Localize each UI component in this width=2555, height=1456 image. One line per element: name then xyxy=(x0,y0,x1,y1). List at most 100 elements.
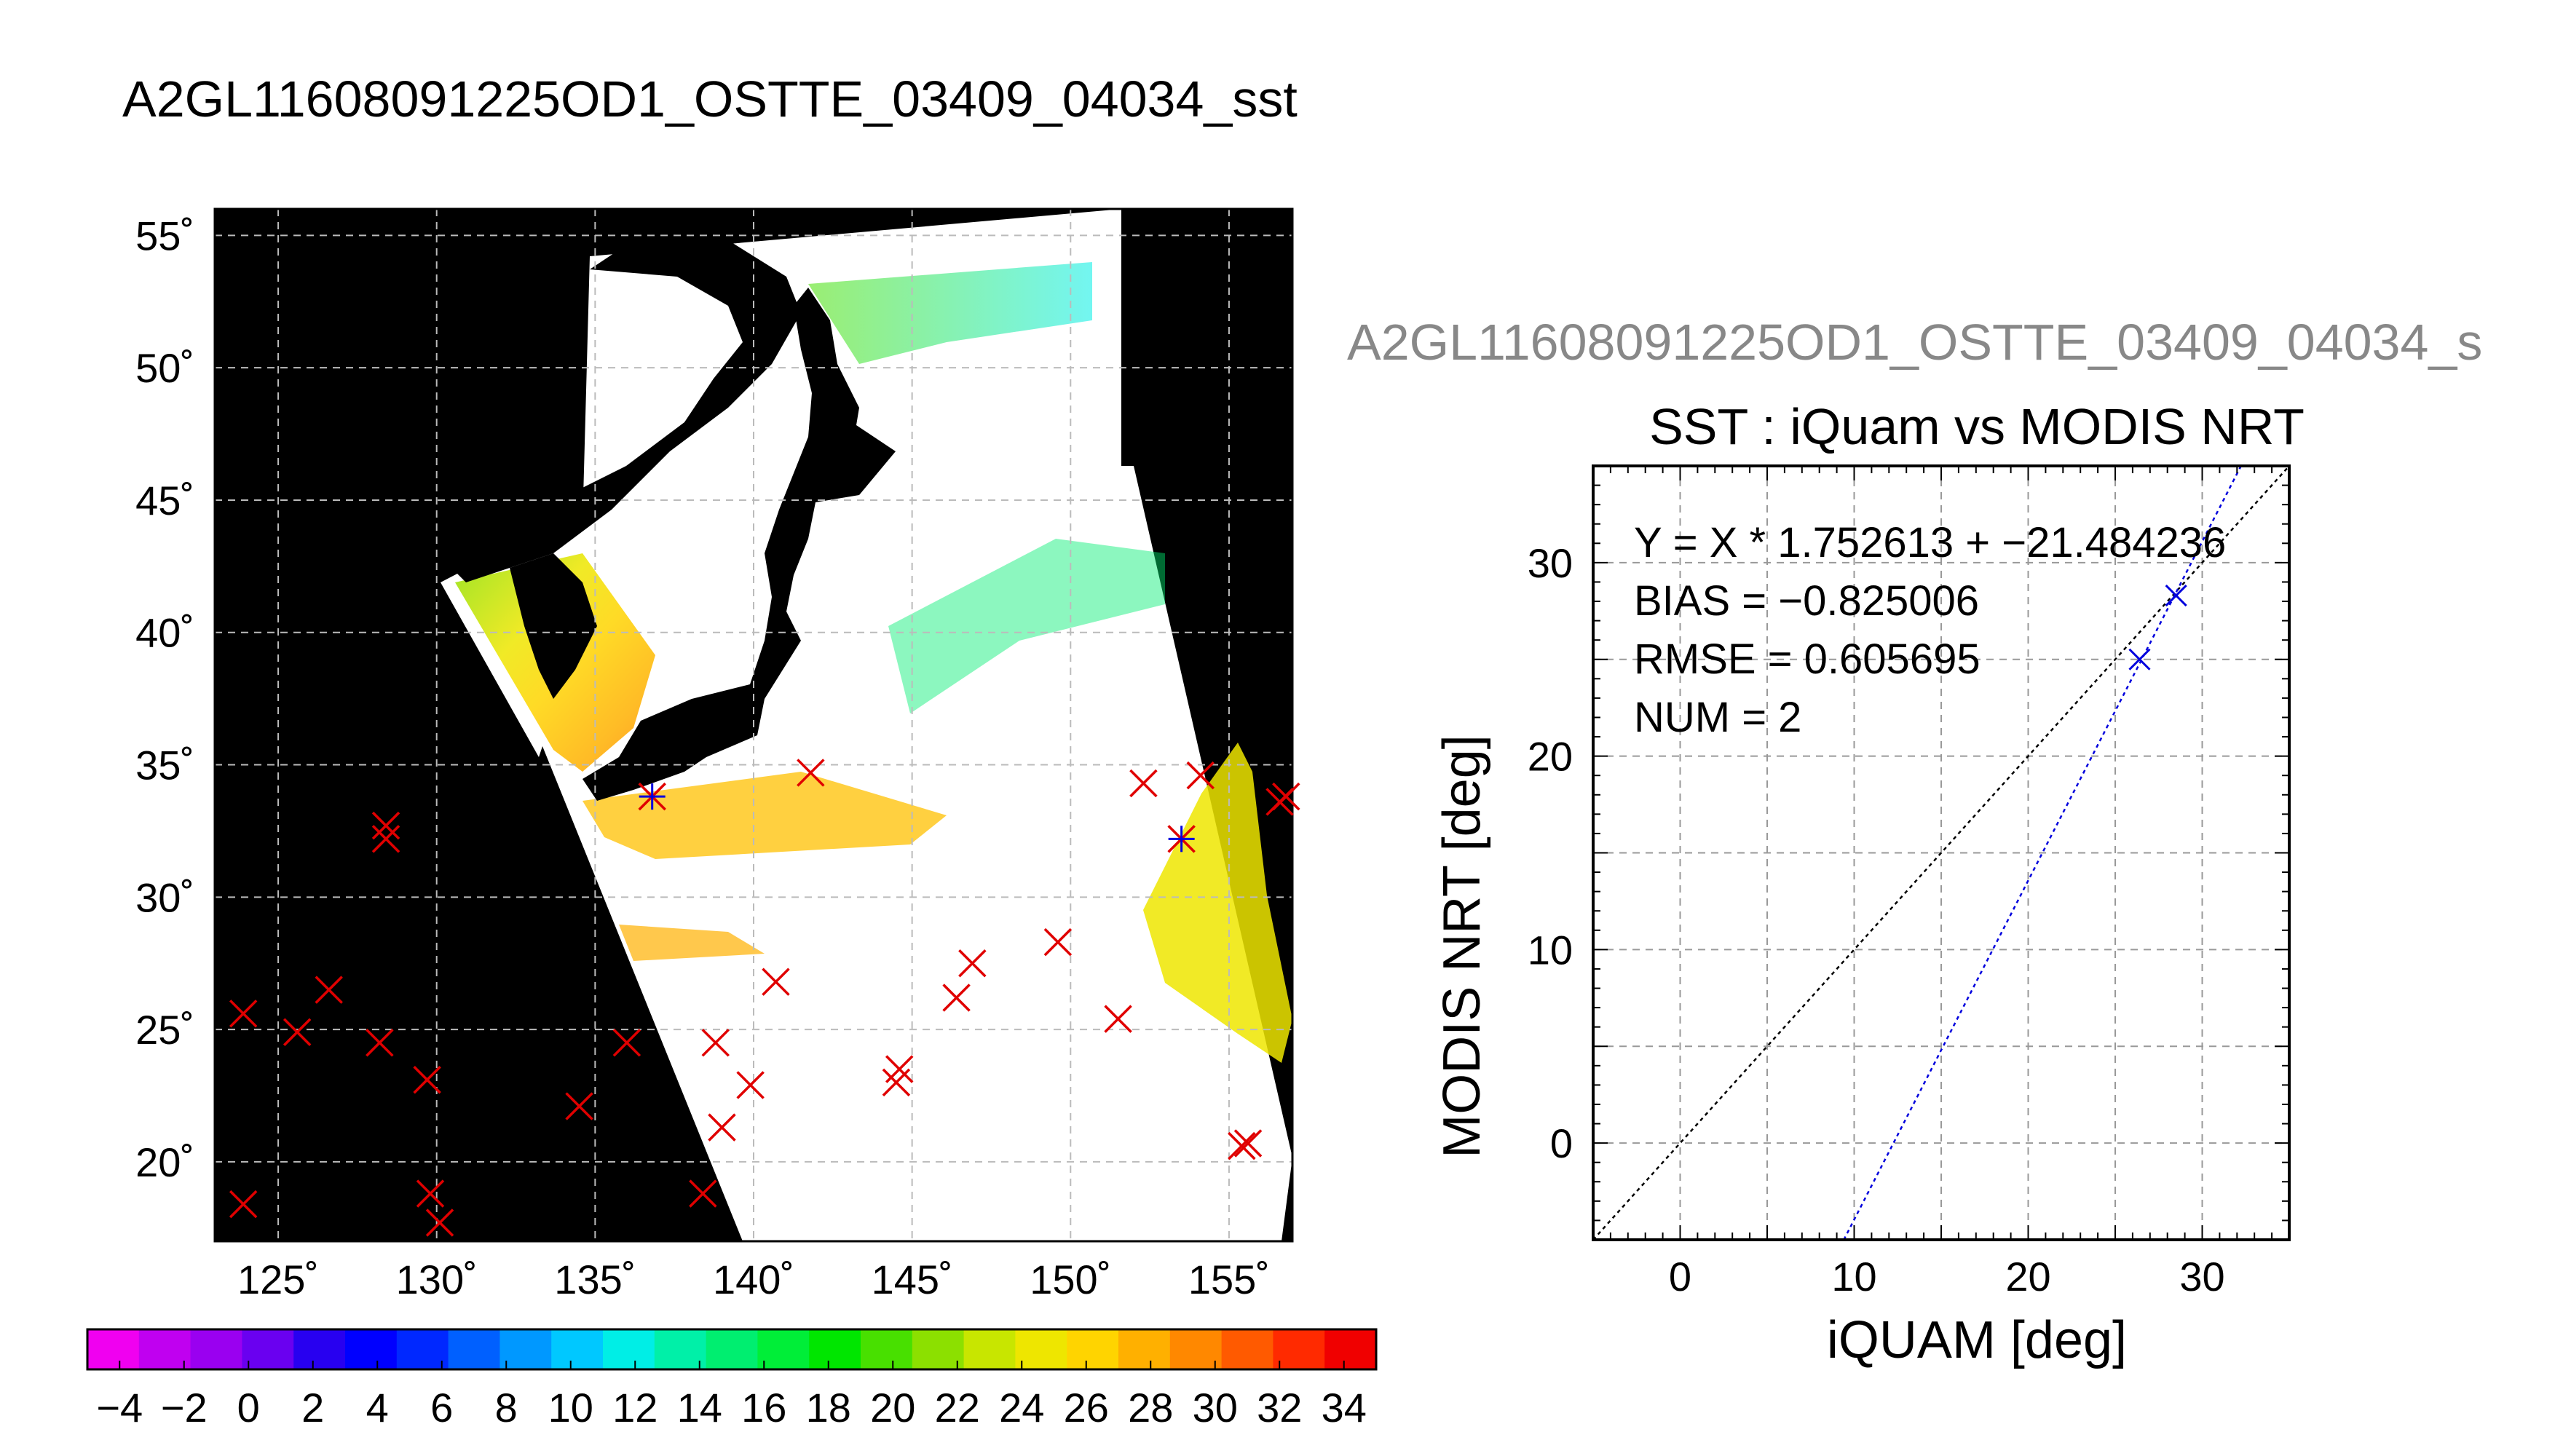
sst-band-south xyxy=(583,772,947,859)
map-markers xyxy=(229,759,1300,1237)
colorbar-segment xyxy=(1221,1329,1273,1369)
map-y-tick-label: 20˚ xyxy=(135,1139,194,1185)
scatter-x-axis-label: iQUAM [deg] xyxy=(1827,1311,2127,1369)
map-y-tick-label: 40˚ xyxy=(135,610,194,656)
colorbar-segment xyxy=(138,1329,191,1369)
scatter-point xyxy=(2128,648,2151,670)
identity-line xyxy=(1592,465,2290,1241)
colorbar-segment xyxy=(963,1329,1016,1369)
sst-north-green xyxy=(808,262,1092,364)
colorbar-tick-label: 4 xyxy=(366,1385,389,1431)
colorbar-tick-label: 22 xyxy=(935,1385,980,1431)
colorbar-segment xyxy=(242,1329,294,1369)
colorbar-segment xyxy=(603,1329,655,1369)
colorbar-segment xyxy=(1015,1329,1067,1369)
map-blue-marker xyxy=(639,783,666,810)
map-y-tick-label: 25˚ xyxy=(135,1007,194,1053)
map-red-marker xyxy=(1104,1005,1132,1033)
map-red-marker xyxy=(416,1179,445,1208)
colorbar-segment xyxy=(757,1329,810,1369)
scatter-points xyxy=(2128,584,2187,670)
map-red-marker xyxy=(371,825,400,853)
sst-map: 125˚ 130˚ 135˚ 140˚ 145˚ 150˚ 155˚ 55˚50˚45˚40… xyxy=(86,207,1378,1431)
scatter-plot: SST : iQuam vs MODIS NRT MODIS NRT [deg]… xyxy=(1433,398,2305,1369)
map-red-marker xyxy=(708,1113,736,1142)
colorbar-segment xyxy=(1067,1329,1119,1369)
scatter-stat-line: BIAS = −0.825006 xyxy=(1634,577,1979,625)
colorbar-tick-label: 6 xyxy=(430,1385,453,1431)
colorbar-tick-label: 18 xyxy=(806,1385,851,1431)
colorbar-tick-label: 28 xyxy=(1128,1385,1173,1431)
map-red-marker xyxy=(885,1055,914,1083)
map-red-marker xyxy=(1228,1131,1256,1160)
land-sakhalin xyxy=(794,288,859,466)
map-red-marker xyxy=(1186,761,1215,790)
colorbar-segment xyxy=(551,1329,604,1369)
map-red-marker xyxy=(762,968,790,996)
map-red-marker xyxy=(283,1018,312,1047)
land-hokkaido-honshu xyxy=(583,422,896,801)
map-red-marker xyxy=(425,1208,454,1237)
map-y-tick-label: 35˚ xyxy=(135,743,194,788)
land-korea xyxy=(510,553,597,699)
scatter-title: SST : iQuam vs MODIS NRT xyxy=(1649,398,2305,455)
scatter-stats: Y = X * 1.752613 + −21.484236 BIAS = −0.8… xyxy=(1634,519,2226,741)
map-red-marker xyxy=(366,1029,394,1057)
scatter-y-tick-label: 0 xyxy=(1550,1120,1573,1166)
map-y-tick-labels: 55˚ 50˚ 45˚ 40˚ 35˚ 30˚ 25˚ 20˚ xyxy=(135,213,194,1185)
colorbar-segment xyxy=(1324,1329,1377,1369)
colorbar-segment xyxy=(912,1329,965,1369)
sst-east-warm xyxy=(1143,743,1292,1063)
map-x-tick-label: 145˚ xyxy=(872,1257,953,1302)
colorbar-tick-label: 24 xyxy=(999,1385,1044,1431)
scatter-frame xyxy=(1592,464,2291,1241)
scatter-lines xyxy=(1592,465,2290,1241)
colorbar-segment xyxy=(809,1329,861,1369)
colorbar-segment xyxy=(396,1329,449,1369)
map-x-tick-label: 150˚ xyxy=(1030,1257,1111,1302)
sst-east-green xyxy=(888,539,1165,713)
colorbar-tick-label: −4 xyxy=(96,1385,143,1431)
scatter-x-tick-label: 20 xyxy=(2005,1254,2050,1299)
colorbar-segment xyxy=(345,1329,398,1369)
colorbar-segment xyxy=(190,1329,242,1369)
colorbar-segment xyxy=(499,1329,552,1369)
colorbar-segment xyxy=(654,1329,707,1369)
map-red-marker xyxy=(315,976,343,1004)
scatter-x-tick-label: 0 xyxy=(1669,1254,1691,1299)
map-red-marker xyxy=(958,949,987,978)
colorbar-tick-label: −2 xyxy=(161,1385,208,1431)
colorbar-segment xyxy=(861,1329,913,1369)
colorbar-tick-label: 14 xyxy=(677,1385,722,1431)
scatter-stat-line: RMSE = 0.605695 xyxy=(1634,636,1981,683)
map-red-marker xyxy=(229,1190,258,1219)
scatter-suptitle: A2GL11608091225OD1_OSTTE_03409_04034_s xyxy=(1347,314,2483,371)
scatter-y-axis-label: MODIS NRT [deg] xyxy=(1433,735,1491,1158)
map-y-tick-label: 45˚ xyxy=(135,478,194,523)
scatter-stat-line: Y = X * 1.752613 + −21.484236 xyxy=(1634,519,2226,566)
map-red-marker xyxy=(942,984,971,1012)
colorbar-tick-label: 34 xyxy=(1322,1385,1367,1431)
colorbar-tick-label: 8 xyxy=(495,1385,518,1431)
map-red-marker xyxy=(612,1029,641,1057)
colorbar-tick-label: 0 xyxy=(237,1385,260,1431)
scatter-point xyxy=(2165,584,2187,607)
scatter-ticks: 0 10 20 30 0 10 20 30 xyxy=(1528,466,2289,1299)
colorbar-tick-label: 2 xyxy=(301,1385,324,1431)
main-title: A2GL11608091225OD1_OSTTE_03409_04034_sst xyxy=(122,71,1298,127)
map-x-tick-label: 125˚ xyxy=(237,1257,319,1302)
colorbar-segment xyxy=(1273,1329,1325,1369)
colorbar-segment xyxy=(1118,1329,1171,1369)
land-asia-coast xyxy=(437,240,801,582)
colorbar-tick-label: 32 xyxy=(1257,1385,1302,1431)
map-red-marker xyxy=(1233,1129,1263,1158)
map-red-marker xyxy=(413,1065,441,1094)
colorbar-segment xyxy=(706,1329,758,1369)
scatter-x-tick-label: 10 xyxy=(1831,1254,1876,1299)
map-red-marker xyxy=(371,811,400,840)
map-y-tick-label: 30˚ xyxy=(135,874,194,920)
map-red-marker xyxy=(701,1029,730,1057)
map-y-tick-label: 50˚ xyxy=(135,345,194,391)
colorbar-segment xyxy=(448,1329,500,1369)
map-red-marker xyxy=(689,1179,717,1208)
